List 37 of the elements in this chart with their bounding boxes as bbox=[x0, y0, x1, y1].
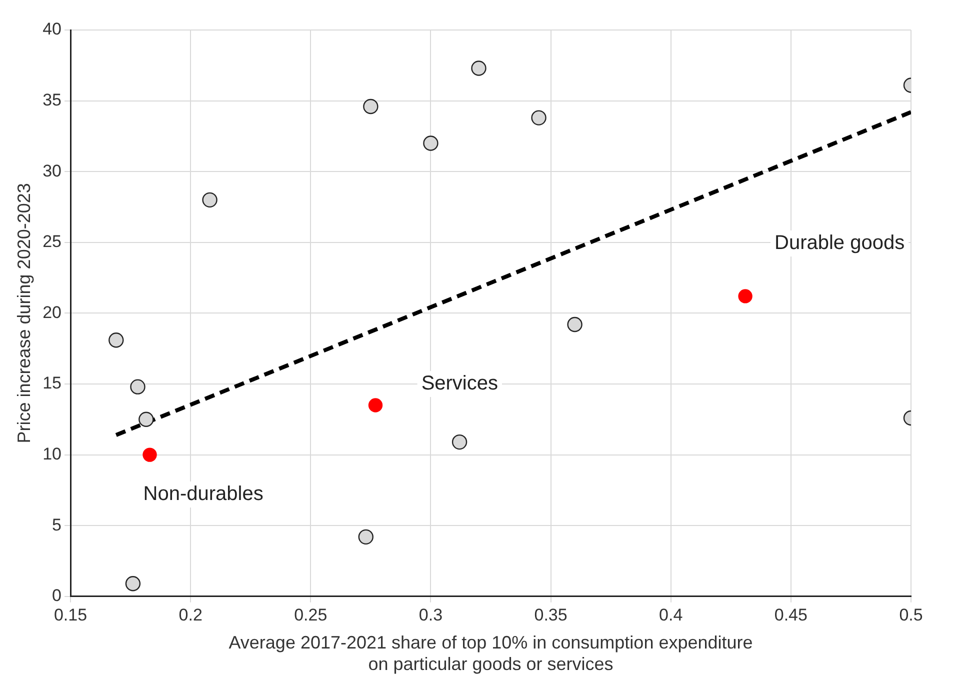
y-tick-label: 0 bbox=[52, 586, 62, 606]
x-axis-title: Average 2017-2021 share of top 10% in consumption expenditure on particular goods or services bbox=[228, 632, 753, 674]
point bbox=[130, 379, 146, 394]
x-tick-label: 0.25 bbox=[294, 605, 328, 624]
point bbox=[567, 316, 582, 332]
point bbox=[108, 332, 124, 348]
annotation: Durable goods bbox=[774, 232, 905, 254]
point bbox=[452, 434, 468, 450]
point bbox=[738, 289, 752, 304]
point bbox=[363, 98, 378, 114]
y-tick-label: 35 bbox=[42, 90, 62, 110]
annotation: Non-durables bbox=[143, 482, 264, 505]
x-tick-label: 0.4 bbox=[659, 605, 683, 624]
point bbox=[142, 448, 157, 462]
x-tick-label: 0.45 bbox=[774, 605, 808, 624]
point bbox=[138, 412, 154, 427]
y-tick-label: 30 bbox=[42, 161, 62, 180]
annotation: Services bbox=[421, 372, 498, 395]
x-tick-label: 0.35 bbox=[534, 605, 568, 624]
y-tick-label: 15 bbox=[42, 374, 62, 393]
point bbox=[531, 110, 546, 126]
y-tick-label: 40 bbox=[42, 20, 62, 39]
point bbox=[125, 576, 141, 592]
point bbox=[368, 398, 383, 412]
point bbox=[423, 136, 438, 151]
point bbox=[358, 529, 374, 545]
x-tick-label: 0.15 bbox=[54, 605, 88, 624]
x-tick-label: 0.3 bbox=[418, 605, 443, 624]
x-tick-label: 0.2 bbox=[178, 605, 202, 624]
y-tick-label: 25 bbox=[42, 232, 62, 252]
y-tick-label: 5 bbox=[52, 515, 62, 534]
y-tick-label: 20 bbox=[42, 302, 62, 322]
y-tick-label: 10 bbox=[42, 444, 62, 464]
point bbox=[202, 192, 218, 208]
y-axis-title: Price increase during 2020-2023 bbox=[14, 183, 34, 444]
point bbox=[471, 60, 486, 76]
x-tick-label: 0.5 bbox=[899, 605, 923, 624]
